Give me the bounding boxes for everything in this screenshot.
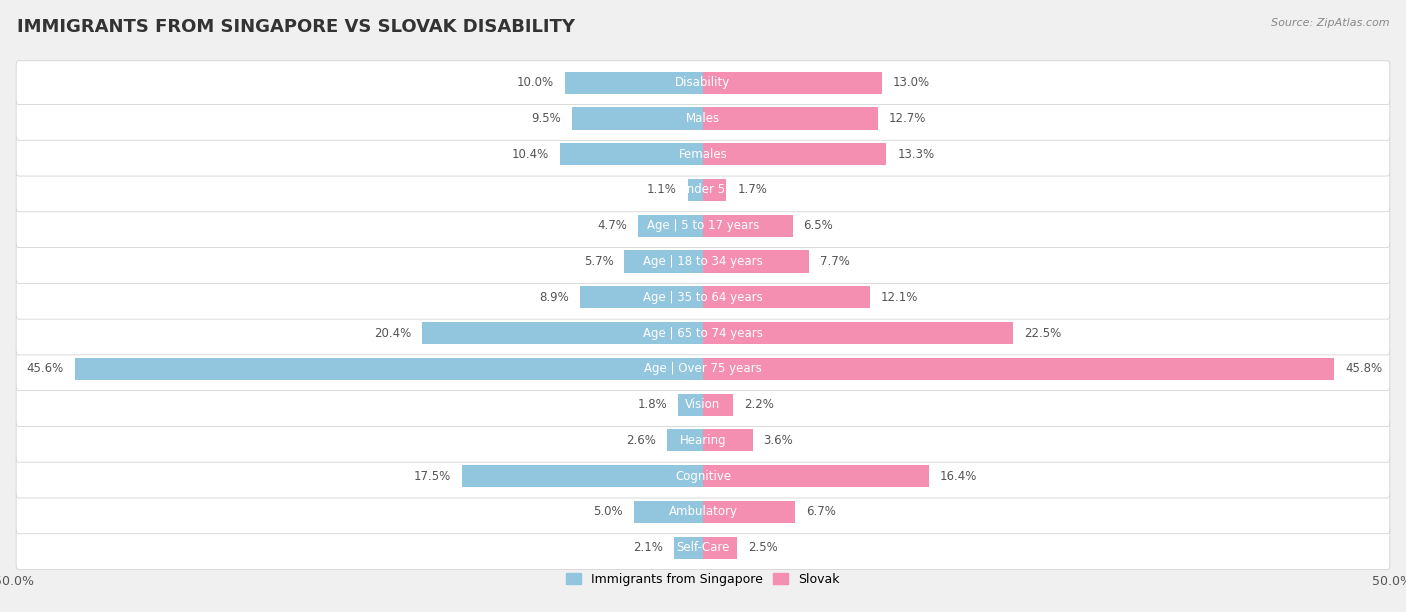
Text: 1.7%: 1.7% xyxy=(738,184,768,196)
Bar xyxy=(703,322,1012,344)
Text: 6.5%: 6.5% xyxy=(804,219,834,232)
Text: 45.6%: 45.6% xyxy=(27,362,63,375)
Text: 20.4%: 20.4% xyxy=(374,327,411,340)
Bar xyxy=(703,179,727,201)
Text: Females: Females xyxy=(679,147,727,161)
Bar xyxy=(461,465,703,487)
Bar xyxy=(75,358,703,380)
Text: 2.1%: 2.1% xyxy=(633,541,664,554)
Bar xyxy=(703,143,886,165)
Text: 4.7%: 4.7% xyxy=(598,219,627,232)
Bar xyxy=(565,72,703,94)
Text: Ambulatory: Ambulatory xyxy=(668,506,738,518)
FancyBboxPatch shape xyxy=(15,454,1391,498)
Bar xyxy=(703,501,796,523)
FancyBboxPatch shape xyxy=(15,382,1391,427)
Bar xyxy=(703,465,929,487)
Text: Age | 35 to 64 years: Age | 35 to 64 years xyxy=(643,291,763,304)
Text: 1.8%: 1.8% xyxy=(637,398,668,411)
Text: Age | Over 75 years: Age | Over 75 years xyxy=(644,362,762,375)
Text: Males: Males xyxy=(686,112,720,125)
Text: 13.3%: 13.3% xyxy=(897,147,935,161)
Text: 1.1%: 1.1% xyxy=(647,184,676,196)
FancyBboxPatch shape xyxy=(15,526,1391,570)
Bar xyxy=(703,215,793,237)
Text: IMMIGRANTS FROM SINGAPORE VS SLOVAK DISABILITY: IMMIGRANTS FROM SINGAPORE VS SLOVAK DISA… xyxy=(17,18,575,36)
Text: Age | 5 to 17 years: Age | 5 to 17 years xyxy=(647,219,759,232)
Text: 2.5%: 2.5% xyxy=(748,541,778,554)
Bar xyxy=(703,537,738,559)
Bar xyxy=(703,429,752,452)
Bar xyxy=(638,215,703,237)
Bar xyxy=(624,250,703,272)
Text: 17.5%: 17.5% xyxy=(413,469,451,483)
Text: 45.8%: 45.8% xyxy=(1346,362,1382,375)
Legend: Immigrants from Singapore, Slovak: Immigrants from Singapore, Slovak xyxy=(561,568,845,591)
FancyBboxPatch shape xyxy=(15,419,1391,462)
FancyBboxPatch shape xyxy=(15,347,1391,390)
FancyBboxPatch shape xyxy=(15,312,1391,355)
Text: 5.0%: 5.0% xyxy=(593,506,623,518)
Bar xyxy=(422,322,703,344)
Text: Hearing: Hearing xyxy=(679,434,727,447)
Bar xyxy=(703,358,1334,380)
FancyBboxPatch shape xyxy=(15,240,1391,283)
Text: 3.6%: 3.6% xyxy=(763,434,793,447)
FancyBboxPatch shape xyxy=(15,97,1391,140)
FancyBboxPatch shape xyxy=(15,61,1391,105)
Bar xyxy=(703,394,734,416)
Bar xyxy=(668,429,703,452)
Text: 16.4%: 16.4% xyxy=(941,469,977,483)
Bar xyxy=(673,537,703,559)
Text: 10.4%: 10.4% xyxy=(512,147,548,161)
Text: 10.0%: 10.0% xyxy=(517,76,554,89)
Text: 8.9%: 8.9% xyxy=(540,291,569,304)
Text: 6.7%: 6.7% xyxy=(807,506,837,518)
Text: Disability: Disability xyxy=(675,76,731,89)
Text: 2.6%: 2.6% xyxy=(626,434,657,447)
Bar xyxy=(560,143,703,165)
Bar xyxy=(703,286,870,308)
Text: Self-Care: Self-Care xyxy=(676,541,730,554)
Text: Age | Under 5 years: Age | Under 5 years xyxy=(644,184,762,196)
Text: 22.5%: 22.5% xyxy=(1024,327,1062,340)
Bar xyxy=(688,179,703,201)
FancyBboxPatch shape xyxy=(15,132,1391,176)
Text: Age | 18 to 34 years: Age | 18 to 34 years xyxy=(643,255,763,268)
Text: Vision: Vision xyxy=(685,398,721,411)
Text: Source: ZipAtlas.com: Source: ZipAtlas.com xyxy=(1271,18,1389,28)
Bar xyxy=(703,250,808,272)
FancyBboxPatch shape xyxy=(15,168,1391,212)
Text: Cognitive: Cognitive xyxy=(675,469,731,483)
Bar xyxy=(581,286,703,308)
Text: 12.7%: 12.7% xyxy=(889,112,927,125)
Text: 12.1%: 12.1% xyxy=(880,291,918,304)
Bar xyxy=(634,501,703,523)
Bar xyxy=(572,107,703,130)
Bar xyxy=(703,72,882,94)
FancyBboxPatch shape xyxy=(15,275,1391,319)
Text: Age | 65 to 74 years: Age | 65 to 74 years xyxy=(643,327,763,340)
Text: 9.5%: 9.5% xyxy=(531,112,561,125)
FancyBboxPatch shape xyxy=(15,204,1391,248)
Text: 13.0%: 13.0% xyxy=(893,76,931,89)
Bar xyxy=(678,394,703,416)
Text: 5.7%: 5.7% xyxy=(583,255,613,268)
Bar xyxy=(703,107,877,130)
Text: 2.2%: 2.2% xyxy=(744,398,775,411)
Text: 7.7%: 7.7% xyxy=(820,255,851,268)
FancyBboxPatch shape xyxy=(15,490,1391,534)
